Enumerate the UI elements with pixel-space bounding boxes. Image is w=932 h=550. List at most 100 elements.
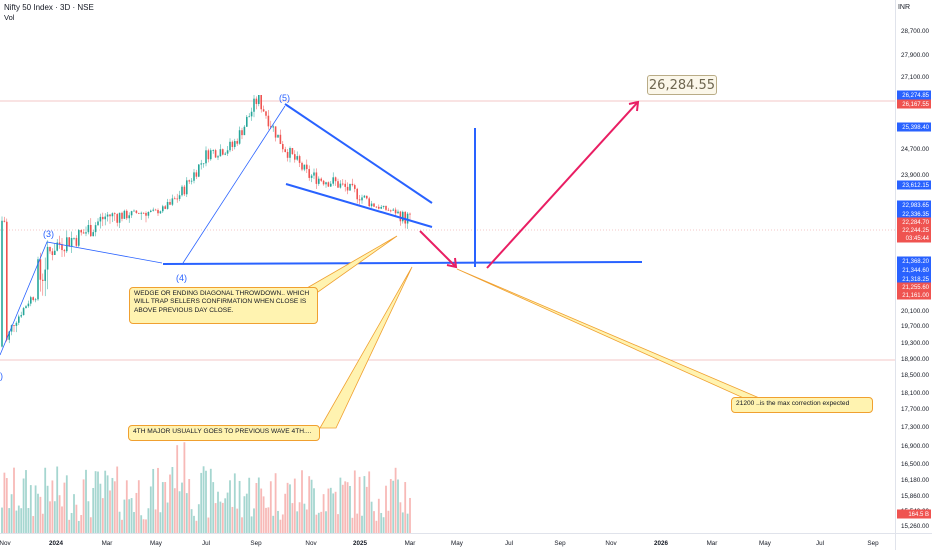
volume-bar: [389, 479, 392, 533]
candle-body: [238, 130, 241, 144]
volume-bar: [37, 493, 39, 533]
volume-bar: [205, 470, 207, 533]
symbol-title[interactable]: Nifty 50 Index · 3D · NSE: [4, 3, 94, 12]
volume-bar: [190, 509, 193, 533]
candle-body: [51, 251, 54, 255]
volume-bar: [277, 510, 279, 533]
time-tick-label: May: [150, 540, 163, 547]
wedge-lower-line[interactable]: [285, 183, 433, 228]
candle-body: [178, 195, 181, 199]
candle-body: [260, 95, 262, 110]
candle-body: [339, 183, 342, 188]
candle-body: [361, 197, 363, 201]
candle-body: [231, 141, 234, 147]
candle-body: [147, 211, 150, 216]
candle-body: [375, 206, 378, 208]
time-tick-label: Mar: [102, 540, 113, 547]
candle-body: [327, 182, 330, 187]
candle-body: [152, 209, 154, 211]
candle-body: [234, 141, 236, 147]
candle-body: [354, 185, 356, 189]
volume-bar: [34, 485, 37, 533]
candle-body: [190, 180, 193, 182]
volume-bar: [17, 505, 20, 533]
candle-body: [27, 303, 30, 307]
candle-body: [15, 322, 18, 326]
candle-body: [246, 116, 248, 127]
volume-bar: [262, 496, 265, 533]
price-tick-label: 24,700.00: [901, 146, 930, 153]
volume-bar: [27, 508, 30, 533]
price-tick-label: 23,900.00: [901, 172, 930, 179]
wedge-note[interactable]: WEDGE OR ENDING DIAGONAL THROWDOWN.. WHI…: [129, 287, 318, 324]
candle-body: [392, 209, 394, 211]
volume-bar: [123, 499, 126, 533]
price-tick-label: 18,100.00: [901, 390, 930, 397]
volume-bar: [149, 486, 152, 533]
candle-body: [265, 111, 267, 116]
volume-bar: [89, 517, 92, 533]
candle-body: [406, 213, 409, 224]
price-tag: [897, 209, 931, 219]
down-arrow[interactable]: [419, 230, 456, 267]
volume-bar: [25, 470, 27, 533]
price-tag: [897, 180, 931, 190]
correction-note[interactable]: 21200 ..is the max correction expected: [731, 397, 873, 413]
price-tag-label: 22,336.35: [902, 212, 929, 218]
volume-bar: [320, 511, 323, 533]
target-price-label[interactable]: 26,284.55: [647, 75, 717, 95]
time-tick-label: Jul: [505, 540, 513, 547]
candle-body: [277, 134, 279, 138]
candle-body: [346, 186, 349, 191]
candle-body: [397, 211, 399, 214]
price-tag-label: 21,255.60: [902, 285, 929, 291]
volume-bar: [130, 498, 133, 533]
price-tick-label: 16,500.00: [901, 461, 930, 468]
volume-bar: [387, 510, 390, 533]
candle-body: [46, 246, 49, 270]
price-tag: [897, 265, 931, 275]
price-tick-label: 27,100.00: [901, 74, 930, 81]
candle-body: [294, 154, 296, 160]
candle-body: [332, 177, 334, 184]
price-tick-label: 15,260.00: [901, 523, 930, 530]
candle-body: [142, 212, 145, 214]
volume-bar: [197, 504, 200, 533]
volume-bar: [370, 501, 373, 533]
candle-body: [212, 150, 214, 151]
candle-body: [181, 186, 183, 196]
candle-body: [176, 198, 178, 200]
volume-bar: [346, 482, 349, 533]
support-line[interactable]: [162, 261, 643, 265]
wave-line-2[interactable]: [182, 105, 286, 264]
price-tag: [897, 282, 931, 292]
volume-bar: [41, 513, 44, 533]
volume-bar: [351, 517, 354, 533]
volume-bar: [265, 507, 267, 533]
candle-body: [135, 210, 138, 213]
currency-label[interactable]: INR: [897, 4, 910, 11]
candle-body: [200, 163, 202, 165]
wave4-note[interactable]: 4TH MAJOR USUALLY GOES TO PREVIOUS WAVE …: [128, 425, 320, 441]
candle-body: [154, 209, 157, 211]
volume-bar: [51, 480, 54, 533]
candle-body: [80, 230, 82, 233]
price-tag-label: 21,161.00: [902, 293, 929, 299]
candle-body: [114, 213, 116, 215]
wedge-upper-line[interactable]: [284, 103, 433, 204]
drawings: (3) (4) (5) ): [0, 93, 765, 429]
volume-bar: [1, 507, 3, 533]
candle-body: [322, 180, 325, 185]
volume-bar: [56, 466, 59, 533]
candle-body: [109, 214, 111, 217]
volume-bar: [104, 470, 107, 533]
up-arrow[interactable]: [486, 102, 638, 269]
candle-body: [32, 297, 34, 300]
candle-body: [243, 126, 246, 136]
candle-body: [318, 178, 320, 184]
wave-line[interactable]: [0, 241, 163, 356]
candle-body: [10, 325, 13, 332]
volume-bar: [241, 517, 243, 533]
volume-bar: [243, 496, 246, 533]
